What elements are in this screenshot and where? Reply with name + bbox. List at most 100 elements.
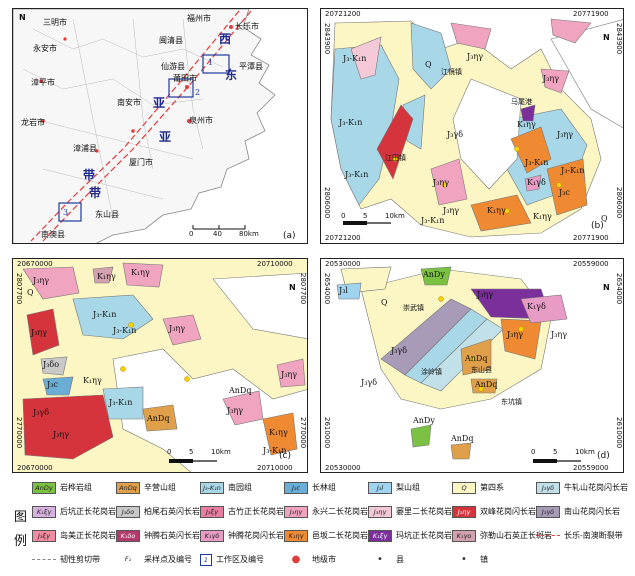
city-label: 南澳县	[41, 230, 65, 239]
legend-swatch: J₃c	[284, 481, 308, 494]
area-box-1	[202, 54, 230, 74]
town-label: 江镜镇	[441, 68, 462, 76]
legend-swatch: AnDy	[32, 481, 56, 494]
city-label: 漳平市	[31, 78, 55, 87]
unit-label: J₃ηγ	[33, 276, 49, 285]
legend-swatch: K₁γο	[452, 529, 476, 542]
unit-label: K₁ηγ	[487, 206, 506, 215]
legend-item: J₃δο 柏尾石英闪长岩	[116, 504, 200, 519]
legend-item: AnDy 岩桦岩组	[32, 480, 92, 495]
unit-label: K₁ηγ	[131, 268, 150, 277]
legend-swatch: J₃ξγ	[200, 505, 224, 518]
unit-label: J₃ηγ	[53, 430, 69, 439]
legend-label: 岩桦岩组	[60, 483, 92, 492]
unit-label: K₁ηγ	[269, 428, 288, 437]
area-box-2	[168, 78, 194, 98]
unit-label: Q	[27, 288, 34, 297]
legend-label: 牛轧山花岗闪长岩	[564, 483, 628, 492]
north-arrow: N	[603, 33, 610, 42]
unit-label: J₃ηγ	[543, 74, 559, 83]
legend-label: 双峰花岗闪长岩	[480, 507, 536, 516]
legend-item: K₁ξγ 玛坑正长花岗岩	[368, 528, 452, 543]
city-label: 长乐市	[235, 22, 259, 31]
coord-label: 20670000	[17, 260, 53, 268]
coord-label: 20771900	[573, 234, 609, 242]
north-arrow: N	[603, 283, 610, 292]
belt-label: 带	[83, 168, 96, 182]
unit-label: J₃l	[339, 286, 348, 295]
unit-label: AnDq	[147, 414, 170, 423]
legend-swatch: J₃ηγ	[368, 505, 392, 518]
legend-item: F₁ 采样点及编号	[116, 552, 192, 567]
legend-item: • 镇	[452, 552, 488, 567]
town-label: 涂岭镇	[421, 368, 442, 376]
legend-label: 古竹正长花岗岩	[228, 507, 284, 516]
legend-swatch: J₃ηγ	[284, 505, 308, 518]
unit-label: J₃ηγ	[227, 406, 243, 415]
unit-label: Q	[601, 214, 608, 223]
unit-label: K₁ηγ	[97, 272, 116, 281]
legend-item: 韧性剪切带	[32, 552, 100, 567]
belt-label: 亚	[153, 96, 166, 110]
scale-label: 5	[363, 212, 368, 220]
legend-swatch: •	[377, 553, 383, 565]
legend-item: 1 工作区及编号	[200, 552, 264, 567]
unit-label: J₃ηγ	[443, 206, 459, 215]
coord-label: 2654000	[615, 273, 623, 305]
coord-label: 2770000	[299, 417, 307, 449]
city-label: 平潭县	[239, 62, 263, 71]
legend-swatch: AnDq	[116, 481, 140, 494]
scale-label: 10km	[211, 448, 231, 456]
unit-label: K₁γδ	[527, 302, 546, 311]
geologic-map-b-svg	[321, 9, 623, 243]
legend-item: K₁γδ 钟腾花岗闪长岩	[200, 528, 284, 543]
unit-label: J₃γδ	[391, 346, 408, 355]
geologic-map-d-svg	[321, 259, 623, 472]
coord-label: 2610000	[615, 417, 623, 449]
belt-label: 西	[219, 32, 232, 46]
scale-label: 40	[213, 230, 222, 238]
panel-label: (c)	[279, 451, 291, 461]
panel-label: (a)	[283, 231, 296, 241]
scale-label: 10km	[575, 448, 595, 456]
legend-item: 长乐-南澳断裂带	[536, 528, 623, 543]
coord-label: 20771900	[573, 10, 609, 18]
town-label: 江田镇	[385, 154, 406, 162]
scale-label: 10km	[385, 212, 405, 220]
city-label: 东山县	[95, 210, 119, 219]
panel-label: (b)	[591, 221, 604, 231]
legend-swatch: J₃γδ	[536, 505, 560, 518]
city-label: 闽清县	[159, 36, 183, 45]
legend-swatch: J₃δο	[116, 505, 140, 518]
legend-item: K₁ηγ 邑坂二长花岗岩	[284, 528, 368, 543]
coord-label: 20721200	[325, 10, 361, 18]
coord-label: 20530000	[325, 464, 361, 472]
unit-label: AnDy	[413, 416, 435, 425]
legend-label: 辛营山组	[144, 483, 176, 492]
unit-label: J₃-K₁n	[339, 118, 363, 127]
unit-label: J₃ηγ	[169, 324, 185, 333]
unit-label: J₃ηγ	[557, 130, 573, 139]
legend-item: K₁ξγ 后坑正长花岗岩	[32, 504, 116, 519]
legend-item: J₃ηγ 永兴二长花岗岩	[284, 504, 368, 519]
city-label: 仙游县	[161, 62, 185, 71]
unit-label: J₃-K₁n	[561, 166, 585, 175]
coord-label: 2807700	[299, 273, 307, 305]
unit-label: J₃c	[559, 188, 570, 197]
legend-item: J₃c 长林组	[284, 480, 336, 495]
map-legend: 图 例 AnDy 岩桦岩组 AnDq 辛营山组 J₃-K₁n 南园组 J₃c 长林组 J₃l 梨山…	[12, 476, 628, 574]
coord-label: 2806000	[323, 187, 331, 219]
legend-label: 南山花岗闪长岩	[564, 507, 620, 516]
map-panel-a: N 三明市 福州市 长乐市 永安市 闽清县 平潭县 漳平市 仙游县 莆田市 南安…	[12, 8, 308, 244]
legend-label: 钟腾石英闪长岩	[144, 531, 200, 540]
coord-label: 20670000	[17, 464, 53, 472]
legend-label: 弥勒山石英正长斑岩	[480, 531, 552, 540]
unit-label: J₃ηγ	[551, 330, 567, 339]
north-arrow: N	[19, 13, 26, 22]
legend-item: J₃ηγ 双峰花岗闪长岩	[452, 504, 536, 519]
unit-label: J₃-K₁n	[93, 310, 117, 319]
legend-label: 窭里二长花岗岩	[396, 507, 452, 516]
legend-label: 钟腾花岗闪长岩	[228, 531, 284, 540]
area-number: 3	[63, 208, 69, 217]
legend-swatch: K₁δο	[116, 529, 140, 542]
